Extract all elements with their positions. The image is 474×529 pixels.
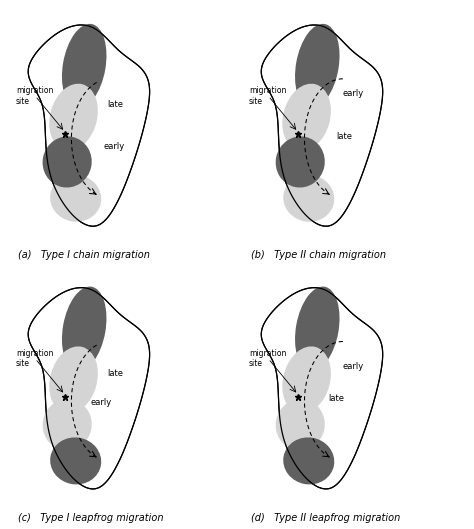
Text: (a)   Type I chain migration: (a) Type I chain migration <box>18 250 150 260</box>
Ellipse shape <box>62 287 107 371</box>
Text: (d)   Type II leapfrog migration: (d) Type II leapfrog migration <box>251 513 401 523</box>
Text: late: late <box>337 132 353 141</box>
Ellipse shape <box>283 437 334 485</box>
Text: migration
site: migration site <box>249 86 286 106</box>
Ellipse shape <box>43 136 92 187</box>
Ellipse shape <box>49 346 98 413</box>
Text: migration
site: migration site <box>16 349 54 368</box>
Ellipse shape <box>283 175 334 222</box>
Ellipse shape <box>43 399 92 450</box>
Text: early: early <box>343 89 364 98</box>
Ellipse shape <box>283 346 331 413</box>
Text: migration
site: migration site <box>249 349 286 368</box>
Text: migration
site: migration site <box>16 86 54 106</box>
Text: late: late <box>108 369 124 378</box>
Ellipse shape <box>62 24 107 108</box>
Text: early: early <box>91 398 112 407</box>
Polygon shape <box>261 288 383 489</box>
Ellipse shape <box>50 437 101 485</box>
Text: early: early <box>343 362 364 371</box>
Text: (c)   Type I leapfrog migration: (c) Type I leapfrog migration <box>18 513 164 523</box>
Text: late: late <box>328 394 344 403</box>
Polygon shape <box>28 288 150 489</box>
Ellipse shape <box>295 287 339 371</box>
Ellipse shape <box>50 175 101 222</box>
Polygon shape <box>261 25 383 226</box>
Text: early: early <box>103 142 125 151</box>
Text: late: late <box>108 99 124 108</box>
Ellipse shape <box>295 24 339 108</box>
Ellipse shape <box>276 399 325 450</box>
Ellipse shape <box>276 136 325 187</box>
Polygon shape <box>28 25 150 226</box>
Ellipse shape <box>283 84 331 151</box>
Ellipse shape <box>49 84 98 151</box>
Text: (b)   Type II chain migration: (b) Type II chain migration <box>251 250 386 260</box>
